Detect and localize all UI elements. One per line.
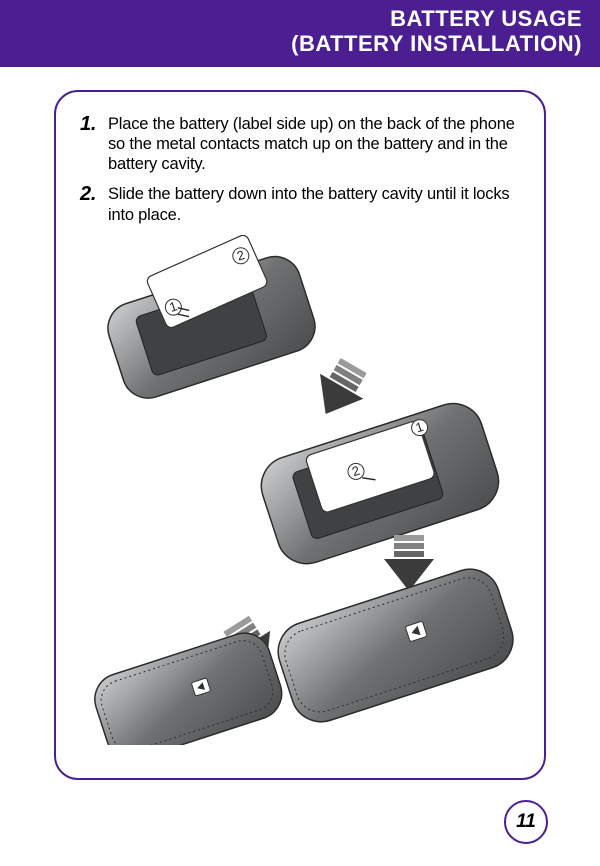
arrow-down-right-icon [304,353,375,426]
instruction-steps: 1. Place the battery (label side up) on … [80,114,520,225]
step-text: Slide the battery down into the battery … [108,184,520,224]
header-line-1: BATTERY USAGE [18,6,582,31]
step-number: 1. [80,114,100,174]
manual-page: BATTERY USAGE (BATTERY INSTALLATION) 1. … [0,0,600,866]
step-2: 2. Slide the battery down into the batte… [80,184,520,224]
step-number: 2. [80,184,100,224]
step-1: 1. Place the battery (label side up) on … [80,114,520,174]
header-line-2: (BATTERY INSTALLATION) [18,31,582,56]
step-text: Place the battery (label side up) on the… [108,114,520,174]
page-header: BATTERY USAGE (BATTERY INSTALLATION) [0,0,600,67]
content-frame: 1. Place the battery (label side up) on … [54,90,546,780]
panel-c-cover-sliding [270,561,520,729]
page-number-badge: 11 [504,800,548,844]
battery-install-illustration: 1 2 [80,235,520,745]
panel-d-cover-closed [88,626,288,745]
page-number: 11 [516,811,536,833]
panel-b-battery-halfin: 2 1 [254,395,507,571]
illustration-svg: 1 2 [80,235,524,745]
panel-a-phone-open: 1 2 [92,235,322,405]
